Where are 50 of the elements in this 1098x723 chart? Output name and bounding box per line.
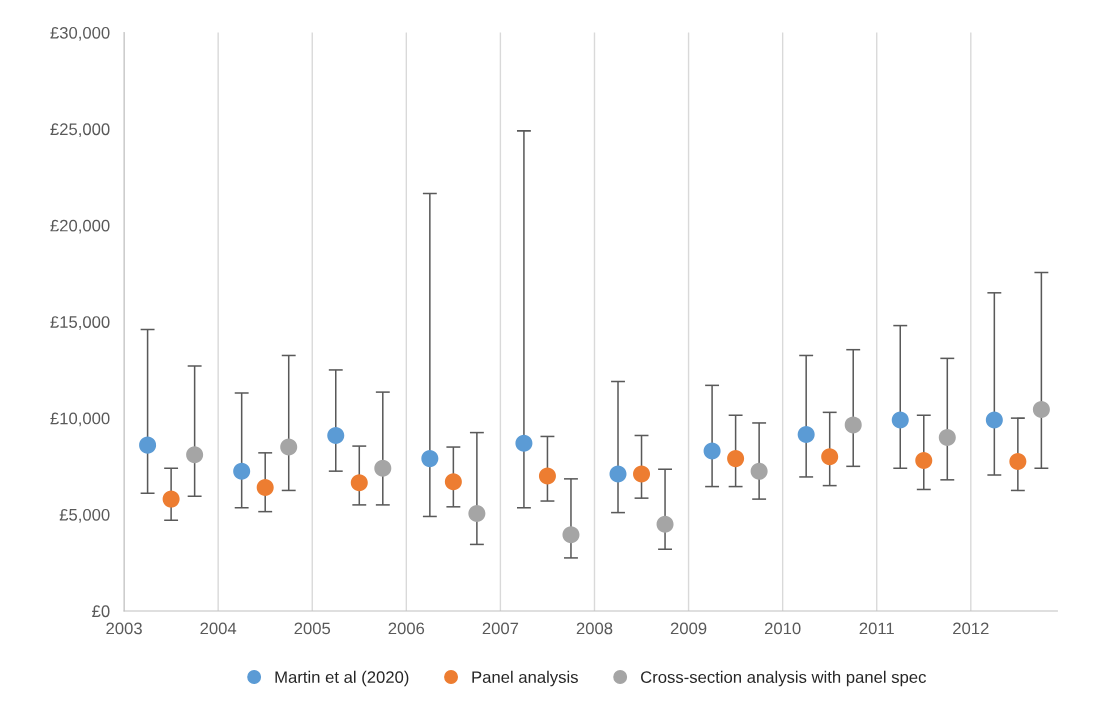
y-tick-label: £10,000 [50, 412, 110, 427]
point [821, 448, 839, 466]
point [703, 442, 721, 460]
point [515, 434, 533, 452]
point [844, 416, 862, 434]
legend-label: Martin et al (2020) [275, 670, 409, 687]
point [421, 450, 439, 468]
point [280, 438, 298, 456]
y-tick-label: £0 [92, 605, 110, 618]
x-tick-label: 2009 [670, 622, 707, 635]
y-tick-label: £30,000 [50, 26, 110, 41]
point [727, 450, 745, 468]
point [350, 474, 368, 492]
point [609, 465, 627, 483]
point [915, 452, 933, 470]
x-tick-label: 2012 [953, 622, 989, 635]
point [256, 479, 274, 497]
point [374, 459, 392, 477]
point [468, 505, 486, 523]
point [186, 446, 204, 464]
x-tick-label: 2007 [482, 622, 519, 635]
point [750, 462, 768, 480]
y-tick-label: £20,000 [50, 219, 110, 234]
x-tick-label: 2010 [764, 622, 801, 635]
point [139, 436, 157, 454]
legend-label: Cross-section analysis with panel spec [641, 670, 926, 687]
x-tick-label: 2006 [388, 622, 425, 635]
legend-label: Panel analysis [472, 670, 578, 687]
point [633, 465, 651, 483]
point [562, 526, 580, 544]
point [797, 426, 815, 444]
point [891, 411, 909, 429]
x-tick-label: 2004 [200, 622, 237, 635]
point [656, 515, 674, 533]
y-tick-label: £25,000 [50, 123, 110, 138]
point [233, 462, 251, 480]
x-tick-label: 2005 [294, 622, 331, 635]
point [162, 490, 180, 508]
point [1032, 400, 1050, 418]
x-tick-label: 2008 [576, 622, 613, 635]
point [985, 411, 1003, 429]
point [538, 467, 556, 485]
y-tick-label: £15,000 [50, 316, 110, 330]
point [938, 428, 956, 446]
y-tick-label: £5,000 [59, 508, 110, 523]
point [327, 426, 345, 444]
point [1009, 453, 1027, 471]
x-tick-label: 2003 [106, 622, 142, 635]
point [444, 473, 462, 491]
x-tick-label: 2011 [859, 622, 894, 635]
